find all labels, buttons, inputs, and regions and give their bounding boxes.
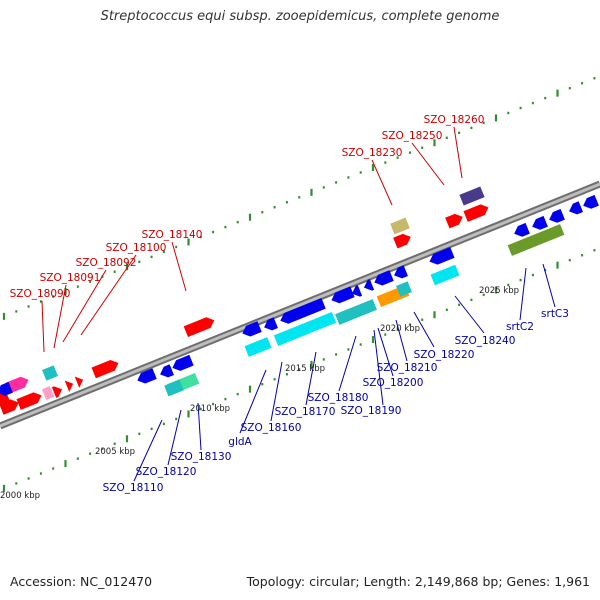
- scale-label: 2000 kbp: [0, 491, 40, 501]
- reverse-gene: [532, 215, 548, 230]
- gene-label-SZO_18120-leader: [167, 409, 182, 466]
- forward-gene: [41, 386, 55, 400]
- forward-gene: [51, 386, 63, 398]
- gene-label-srtC2-leader: [519, 267, 527, 321]
- gene-label-SZO_18200-leader: [377, 327, 394, 377]
- scale-label: 2020 kbp: [380, 324, 420, 334]
- reverse-gene: [172, 354, 194, 371]
- reverse-gene: [507, 224, 565, 256]
- gene-label-SZO_18110-leader: [133, 419, 163, 482]
- forward-gene: [42, 365, 58, 381]
- reverse-gene: [549, 208, 565, 223]
- reverse-gene: [363, 279, 375, 291]
- gene-label-srtC2: srtC2: [506, 321, 534, 333]
- gene-label-SZO_18090: SZO_18090: [10, 288, 71, 300]
- gene-label-gldA-leader: [239, 369, 267, 434]
- gene-label-SZO_18250: SZO_18250: [382, 130, 443, 142]
- reverse-gene: [164, 379, 184, 397]
- gene-label-SZO_18091-leader: [53, 284, 67, 349]
- gene-label-srtC3-leader: [542, 263, 556, 308]
- gene-label-SZO_18260: SZO_18260: [424, 114, 485, 126]
- scale-label: 2025 kbp: [479, 286, 519, 296]
- gene-label-SZO_18100-leader: [80, 254, 137, 336]
- reverse-gene: [0, 381, 13, 396]
- map-title: Streptococcus equi subsp. zooepidemicus,…: [100, 9, 500, 24]
- reverse-gene: [351, 285, 363, 297]
- reverse-gene: [583, 194, 599, 209]
- gene-label-SZO_18240: SZO_18240: [455, 335, 516, 347]
- reverse-gene: [514, 222, 530, 237]
- reverse-gene: [137, 368, 157, 384]
- reverse-gene: [160, 364, 174, 378]
- gene-label-SZO_18160-leader: [270, 361, 283, 422]
- tick-marks: [2, 77, 596, 492]
- gene-label-SZO_18170: SZO_18170: [275, 406, 336, 418]
- gene-label-SZO_18120: SZO_18120: [136, 466, 197, 478]
- forward-gene: [393, 233, 411, 249]
- reverse-gene: [280, 297, 326, 324]
- gene-label-SZO_18250-leader: [411, 142, 445, 186]
- gene-label-gldA: gldA: [228, 436, 252, 448]
- gene-label-SZO_18130-leader: [197, 402, 202, 451]
- gene-label-SZO_18160: SZO_18160: [241, 422, 302, 434]
- forward-gene: [91, 360, 119, 379]
- gene-label-SZO_18190-leader: [373, 329, 384, 406]
- forward-gene: [459, 186, 485, 206]
- forward-gene: [64, 380, 74, 392]
- forward-gene: [390, 217, 410, 235]
- gene-label-SZO_18090-leader: [41, 300, 45, 353]
- gene-label-SZO_18140-leader: [171, 241, 187, 292]
- genome-backbone: [0, 180, 600, 430]
- reverse-gene: [242, 321, 262, 337]
- gene-label-srtC3: srtC3: [541, 308, 569, 320]
- gene-callouts: SZO_18090SZO_18091SZO_18092SZO_18100SZO_…: [10, 114, 569, 494]
- gene-label-SZO_18100: SZO_18100: [106, 242, 167, 254]
- topology-summary: Topology: circular; Length: 2,149,868 bp…: [246, 574, 590, 589]
- forward-gene: [183, 317, 215, 338]
- gene-label-SZO_18240-leader: [454, 295, 485, 334]
- gene-label-SZO_18170-leader: [305, 351, 317, 406]
- scale-labels: 2000 kbp 2005 kbp 2010 kbp 2015 kbp 2020 kbp…: [0, 286, 519, 501]
- gene-label-SZO_18220: SZO_18220: [414, 349, 475, 361]
- reverse-gene: [569, 201, 583, 215]
- gene-label-SZO_18190: SZO_18190: [341, 405, 402, 417]
- scale-label: 2010 kbp: [190, 404, 230, 414]
- gene-label-SZO_18230-leader: [371, 159, 393, 206]
- reverse-gene: [273, 311, 337, 347]
- forward-gene: [445, 213, 463, 229]
- gene-label-SZO_18200: SZO_18200: [363, 377, 424, 389]
- reverse-gene: [374, 270, 394, 286]
- gene-label-SZO_18260-leader: [453, 126, 463, 179]
- gene-label-SZO_18220-leader: [413, 311, 435, 348]
- reverse-gene: [331, 286, 355, 304]
- gene-label-SZO_18210-leader: [395, 319, 408, 362]
- reverse-gene: [396, 281, 412, 297]
- gene-label-SZO_18092-leader: [62, 269, 107, 343]
- reverse-gene: [394, 265, 408, 279]
- reverse-gene: [430, 264, 460, 286]
- accession-text: Accession: NC_012470: [10, 574, 153, 589]
- gene-label-SZO_18180: SZO_18180: [308, 392, 369, 404]
- gene-features: [0, 186, 599, 415]
- forward-gene: [16, 392, 42, 410]
- gene-label-SZO_18091: SZO_18091: [40, 272, 101, 284]
- gene-label-SZO_18110: SZO_18110: [103, 482, 164, 494]
- scale-label: 2005 kbp: [95, 447, 135, 457]
- gene-label-SZO_18092: SZO_18092: [76, 257, 137, 269]
- gene-label-SZO_18130: SZO_18130: [171, 451, 232, 463]
- gene-label-SZO_18180-leader: [338, 335, 357, 392]
- reverse-gene: [335, 299, 377, 325]
- reverse-gene: [264, 317, 278, 331]
- gene-label-SZO_18140: SZO_18140: [142, 229, 203, 241]
- reverse-gene: [244, 337, 272, 357]
- scale-label: 2015 kbp: [285, 364, 325, 374]
- forward-gene: [463, 204, 489, 222]
- gene-label-SZO_18210: SZO_18210: [377, 362, 438, 374]
- backbone-highlight: [0, 182, 600, 428]
- forward-gene: [0, 399, 19, 415]
- reverse-gene: [429, 247, 455, 265]
- forward-gene: [74, 376, 84, 388]
- gene-label-SZO_18230: SZO_18230: [342, 147, 403, 159]
